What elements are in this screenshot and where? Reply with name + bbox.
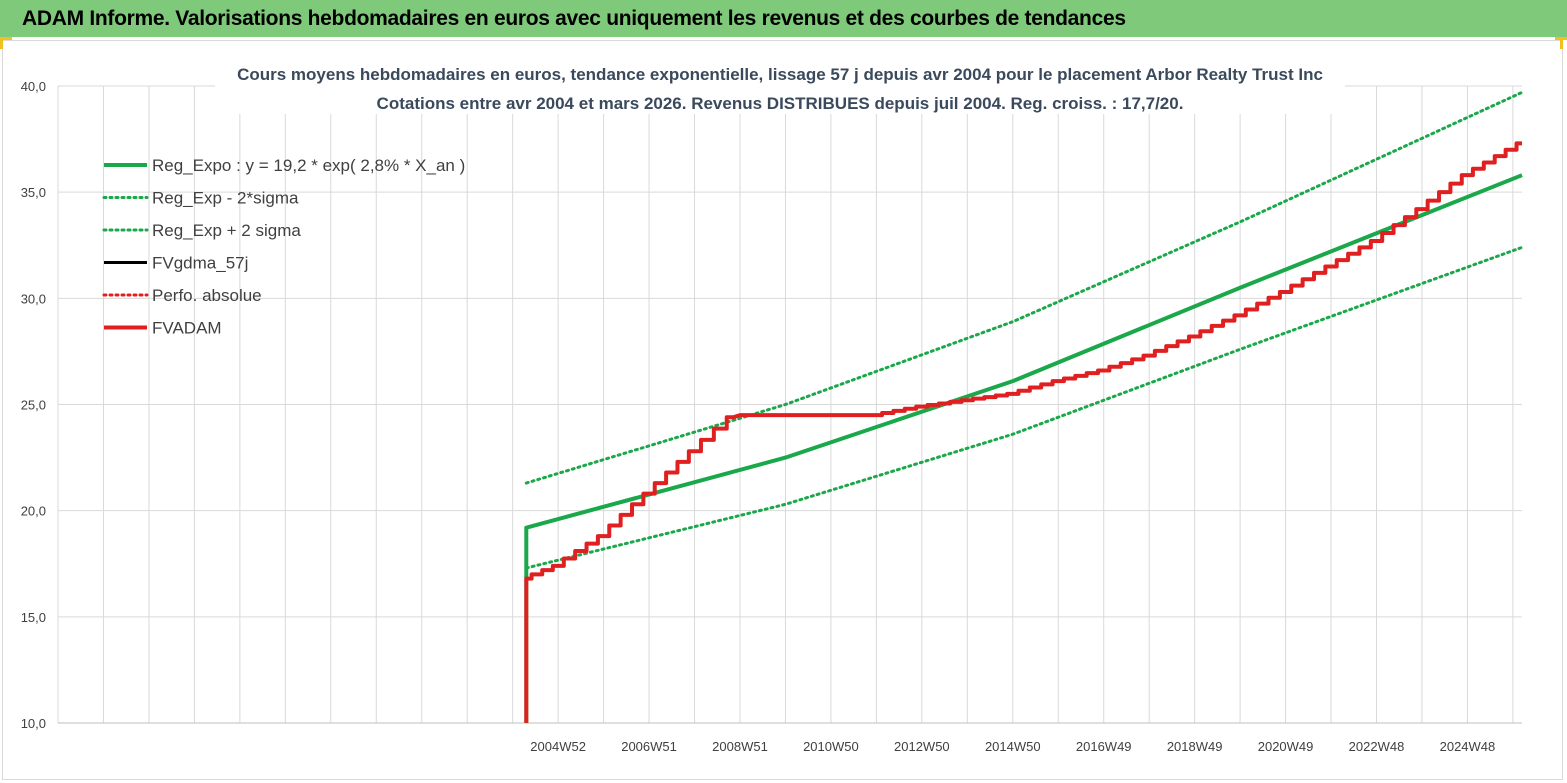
- series-line-1: [524, 245, 1524, 570]
- x-tick-label: 2020W49: [1258, 739, 1314, 754]
- legend-label: FVADAM: [152, 319, 222, 338]
- title-backdrop: [215, 62, 1345, 114]
- x-tick-label: 2022W48: [1349, 739, 1405, 754]
- legend: Reg_Expo : y = 19,2 * exp( 2,8% * X_an )…: [102, 156, 465, 338]
- report-title: ADAM Informe. Valorisations hebdomadaire…: [22, 6, 1126, 30]
- y-tick-label: 10,0: [21, 716, 46, 731]
- corner-mark: [1555, 37, 1567, 40]
- legend-label: Reg_Expo : y = 19,2 * exp( 2,8% * X_an ): [152, 156, 465, 175]
- y-tick-label: 40,0: [21, 79, 46, 94]
- chart-title: Cours moyens hebdomadaires en euros, ten…: [237, 65, 1323, 84]
- legend-label: Reg_Exp + 2 sigma: [152, 221, 301, 240]
- x-tick-label: 2016W49: [1076, 739, 1132, 754]
- axis-ticks: 10,0 15,0 20,0 25,0 30,0 35,0 40,0 2004W52 2006W…: [21, 79, 1496, 754]
- chart-frame: [2, 40, 1563, 780]
- legend-label: FVgdma_57j: [152, 254, 248, 273]
- report-banner: ADAM Informe. Valorisations hebdomadaire…: [0, 0, 1567, 37]
- series-line-5: [524, 141, 1522, 723]
- legend-label: Reg_Exp - 2*sigma: [152, 189, 299, 208]
- series-group: [524, 90, 1524, 723]
- x-tick-label: 2006W51: [621, 739, 677, 754]
- series-line-0: [524, 173, 1523, 723]
- chart-subtitle: Cotations entre avr 2004 et mars 2026. R…: [377, 94, 1184, 113]
- y-tick-label: 20,0: [21, 504, 46, 519]
- legend-label: Perfo. absolue: [152, 286, 262, 305]
- corner-mark: [0, 37, 12, 40]
- x-tick-label: 2008W51: [712, 739, 768, 754]
- x-tick-label: 2018W49: [1167, 739, 1223, 754]
- corner-mark: [1560, 37, 1563, 49]
- x-tick-label: 2012W50: [894, 739, 950, 754]
- y-tick-label: 35,0: [21, 185, 46, 200]
- x-tick-label: 2010W50: [803, 739, 859, 754]
- y-tick-label: 30,0: [21, 291, 46, 306]
- corner-mark: [0, 37, 3, 49]
- x-tick-label: 2004W52: [530, 739, 586, 754]
- x-tick-label: 2014W50: [985, 739, 1041, 754]
- series-line-2: [524, 90, 1524, 485]
- x-tick-label: 2024W48: [1440, 739, 1496, 754]
- y-tick-label: 25,0: [21, 398, 46, 413]
- y-tick-label: 15,0: [21, 610, 46, 625]
- grid: [57, 85, 1522, 724]
